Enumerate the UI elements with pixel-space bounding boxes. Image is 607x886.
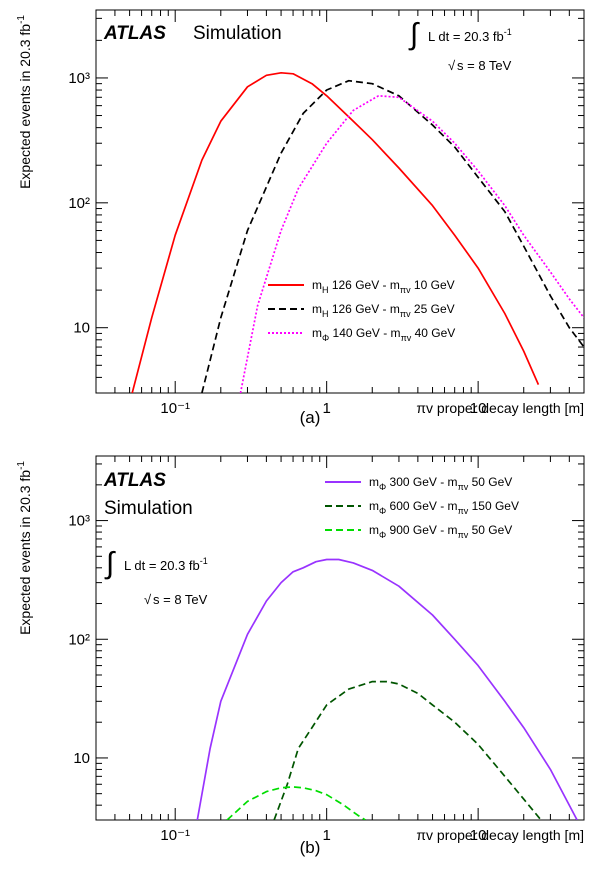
panel-caption: (a) bbox=[300, 408, 321, 427]
legend: mΦ 300 GeV - mπv 50 GeV mΦ 600 GeV - mπv … bbox=[325, 475, 519, 540]
x-axis-ticks bbox=[95, 456, 585, 820]
x-tick-label: 1 bbox=[322, 827, 330, 844]
y-tick-label: 10 bbox=[73, 320, 90, 337]
x-tick-label: 10⁻¹ bbox=[160, 400, 190, 417]
legend: mH 126 GeV - mπv 10 GeV mH 126 GeV - mπv … bbox=[268, 278, 455, 343]
integral-symbol: ∫ bbox=[408, 18, 420, 51]
x-tick-label: 10 bbox=[470, 827, 487, 844]
y-tick-label: 10² bbox=[68, 631, 90, 648]
legend-label-2: mΦ 600 GeV - mπv 150 GeV bbox=[369, 499, 519, 516]
x-tick-label: 1 bbox=[322, 400, 330, 417]
x-axis-label: πv proper decay length [m] bbox=[416, 827, 584, 843]
y-axis-ticks bbox=[96, 17, 584, 394]
panel-caption: (b) bbox=[300, 838, 321, 857]
series-group bbox=[196, 558, 578, 820]
simulation-label: Simulation bbox=[104, 498, 193, 519]
x-axis-ticks bbox=[95, 10, 585, 393]
chart-panel-b: 10⁻¹ 1 10 10 10² 10³ πv proper decay length [m… bbox=[16, 455, 585, 857]
sqrt-symbol: √ bbox=[144, 592, 152, 607]
series-group bbox=[131, 71, 584, 393]
y-axis-label: Expected events in 20.3 fb-1 bbox=[16, 461, 33, 635]
y-axis-ticks bbox=[96, 463, 584, 821]
series-line-2 bbox=[201, 79, 584, 393]
legend-label-3: mΦ 140 GeV - mπv 40 GeV bbox=[312, 326, 455, 343]
lumi-label: L dt = 20.3 fb-1 bbox=[124, 556, 208, 573]
integral-symbol: ∫ bbox=[104, 547, 116, 580]
series-line-1 bbox=[196, 558, 578, 820]
simulation-label: Simulation bbox=[193, 23, 282, 44]
energy-label: s = 8 TeV bbox=[457, 58, 512, 73]
legend-label-1: mH 126 GeV - mπv 10 GeV bbox=[312, 278, 455, 295]
y-axis-label: Expected events in 20.3 fb-1 bbox=[16, 15, 33, 189]
legend-label-3: mΦ 900 GeV - mπv 50 GeV bbox=[369, 523, 512, 540]
atlas-label: ATLAS bbox=[103, 470, 166, 491]
legend-label-2: mH 126 GeV - mπv 25 GeV bbox=[312, 302, 455, 319]
y-tick-label: 10² bbox=[68, 195, 90, 212]
energy-label: s = 8 TeV bbox=[153, 592, 208, 607]
series-line-3 bbox=[226, 786, 366, 820]
x-tick-label: 10 bbox=[470, 400, 487, 417]
atlas-label: ATLAS bbox=[103, 23, 166, 44]
legend-label-1: mΦ 300 GeV - mπv 50 GeV bbox=[369, 475, 512, 492]
atlas-labels: ATLAS Simulation ∫ L dt = 20.3 fb-1 √s = 8 T… bbox=[103, 470, 208, 607]
plot-frame bbox=[95, 455, 585, 821]
y-tick-label: 10³ bbox=[68, 513, 90, 530]
x-tick-label: 10⁻¹ bbox=[160, 827, 190, 844]
lumi-label: L dt = 20.3 fb-1 bbox=[428, 27, 512, 44]
sqrt-symbol: √ bbox=[448, 58, 456, 73]
series-line-1 bbox=[131, 71, 540, 393]
y-tick-label: 10³ bbox=[68, 70, 90, 87]
series-line-3 bbox=[239, 94, 584, 393]
atlas-labels: ATLAS Simulation ∫ L dt = 20.3 fb-1 √s = 8 T… bbox=[103, 18, 512, 73]
y-tick-label: 10 bbox=[73, 750, 90, 767]
x-axis-label: πv proper decay length [m] bbox=[416, 400, 584, 416]
plot-frame bbox=[95, 9, 585, 394]
series-line-2 bbox=[273, 680, 542, 820]
chart-panel-a: 10⁻¹ 1 10 10 10² 10³ πv proper decay length [m… bbox=[16, 9, 585, 427]
